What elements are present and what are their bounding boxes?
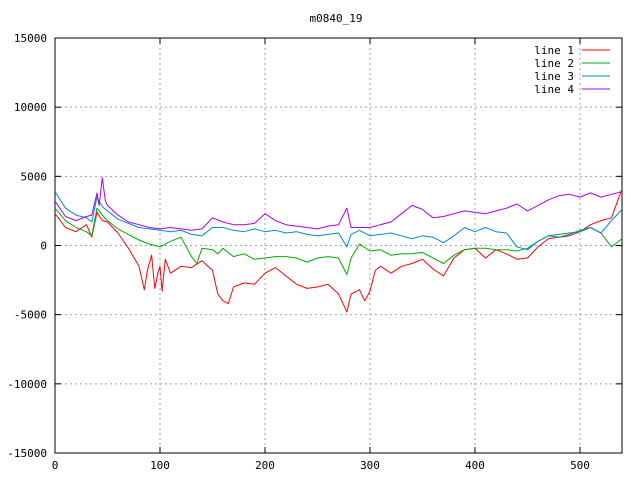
- y-tick-label: -10000: [7, 378, 47, 391]
- x-tick-label: 200: [255, 459, 275, 472]
- chart-title: m0840_19: [310, 12, 363, 25]
- y-tick-label: 5000: [21, 170, 48, 183]
- grid-lines: [55, 38, 622, 453]
- series-line-2: [54, 207, 623, 276]
- y-tick-label: 0: [40, 240, 47, 253]
- legend-label-2: line 2: [534, 57, 574, 70]
- y-tick-label: 15000: [14, 32, 47, 45]
- series-line-1: [54, 188, 623, 313]
- x-tick-label: 500: [570, 459, 590, 472]
- legend-label-4: line 4: [534, 83, 574, 96]
- y-tick-label: -15000: [7, 447, 47, 460]
- x-tick-label: 400: [465, 459, 485, 472]
- x-tick-label: 100: [150, 459, 170, 472]
- legend-label-3: line 3: [534, 70, 574, 83]
- legend-label-1: line 1: [534, 44, 574, 57]
- axes: 0 100 200 300 400 500 -15000 -10000 -5000 0 5000 10…: [7, 32, 623, 472]
- x-tick-label: 300: [360, 459, 380, 472]
- series-line-3: [54, 191, 623, 251]
- series-lines: [54, 177, 623, 313]
- series-line-4: [54, 177, 623, 231]
- y-tick-label: 10000: [14, 101, 47, 114]
- y-tick-label: -5000: [14, 309, 47, 322]
- x-tick-label: 0: [52, 459, 59, 472]
